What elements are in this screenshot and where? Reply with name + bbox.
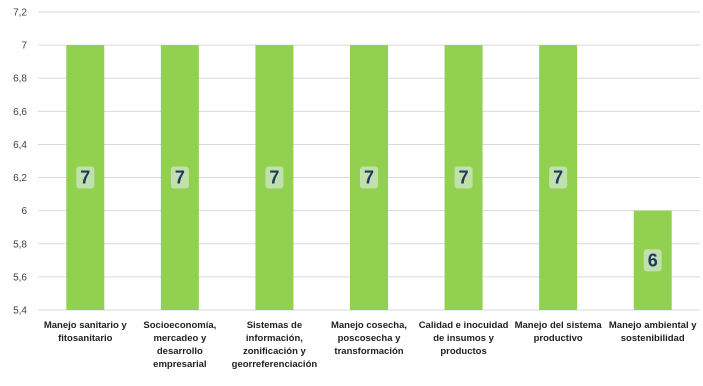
data-label-bg [454,166,473,189]
x-tick-label: Manejo del sistema productivo [514,320,602,344]
data-label-bg [549,166,568,189]
data-label: 7 [459,168,469,188]
data-label-bg [265,166,284,189]
data-label: 6 [648,250,658,270]
x-tick-label: Socioeconomía, mercadeo y desarrollo emp… [143,320,217,370]
y-tick-label: 5,8 [13,239,27,250]
x-tick-label: Sistemas de información, zonificación y … [231,320,318,370]
data-label-bg [643,249,662,272]
data-label: 7 [364,168,374,188]
y-tick-label: 5,6 [13,272,27,283]
x-tick-label: Manejo sanitario y fitosanitario [43,320,127,344]
data-label: 7 [553,168,563,188]
data-label: 7 [269,168,279,188]
x-tick-label: Manejo ambiental y sostenibilidad [608,320,697,344]
data-label-bg [360,166,378,189]
y-tick-label: 6,2 [13,173,27,184]
y-tick-label: 6 [21,206,27,217]
y-tick-label: 6,6 [13,107,27,118]
data-label: 7 [80,168,90,188]
x-tick-label: Manejo cosecha, poscosecha y transformac… [330,320,408,357]
x-tick-label: Calidad e inocuidad de insumos y product… [418,320,509,357]
y-tick-label: 7,2 [13,8,27,19]
data-label: 7 [175,168,185,188]
y-tick-label: 5,4 [13,306,27,317]
y-tick-label: 6,4 [13,140,27,151]
y-tick-label: 6,8 [13,74,27,85]
y-tick-label: 7 [21,41,27,52]
data-label-bg [170,166,189,189]
data-label-bg [76,166,95,189]
